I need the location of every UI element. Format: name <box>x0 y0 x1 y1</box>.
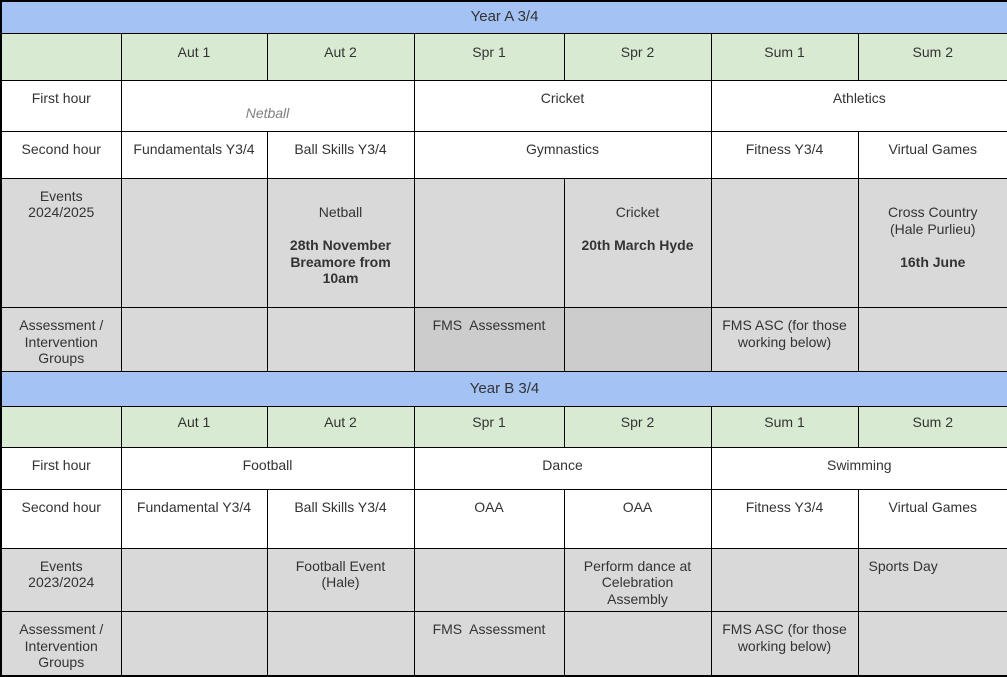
year-b-term-aut2: Aut 2 <box>266 405 415 448</box>
year-b-second-hour-label: Second hour <box>0 488 122 549</box>
year-a-term-row: Aut 1 Aut 2 Spr 1 Spr 2 Sum 1 Sum 2 <box>0 32 1007 81</box>
year-a-events-row: Events 2024/2025 Netball 28th November B… <box>0 177 1007 309</box>
year-a-events-spr2-cell: Cricket 20th March Hyde <box>563 177 712 309</box>
year-b-assessment-label: Assessment / Intervention Groups <box>0 611 122 677</box>
year-b-assessment-spr1-cell: FMS Assessment <box>413 611 565 677</box>
year-b-assessment-sum1-cell: FMS ASC (for those working below) <box>710 611 859 677</box>
year-b-term-sum1: Sum 1 <box>710 405 859 448</box>
year-a-second-hour-sum2-cell: Virtual Games <box>857 130 1007 179</box>
year-a-assessment-row: Assessment / Intervention Groups FMS Ass… <box>0 307 1007 372</box>
year-a-first-hour-summer-cell: Athletics <box>710 79 1007 132</box>
year-a-second-hour-aut1-cell: Fundamentals Y3/4 <box>120 130 268 179</box>
year-a-first-hour-spring-cell: Cricket <box>413 79 712 132</box>
year-b-assessment-row: Assessment / Intervention Groups FMS Ass… <box>0 611 1007 677</box>
year-b-second-hour-sum1-cell: Fitness Y3/4 <box>710 488 859 549</box>
year-a-first-hour-row: First hour Netball Cricket Athletics <box>0 79 1007 132</box>
year-b-title: Year B 3/4 <box>0 370 1007 407</box>
year-b-first-hour-spring-cell: Dance <box>413 446 712 490</box>
year-a-term-corner-cell <box>0 32 122 81</box>
year-b-events-sum2-cell: Sports Day <box>857 547 1007 613</box>
year-a-second-hour-aut2-cell: Ball Skills Y3/4 <box>266 130 415 179</box>
year-b-term-corner-cell <box>0 405 122 448</box>
year-a-term-sum1: Sum 1 <box>710 32 859 81</box>
year-a-assessment-label: Assessment / Intervention Groups <box>0 307 122 372</box>
event-title-line: Cross Country (Hale Purlieu) <box>888 204 978 237</box>
year-a-title: Year A 3/4 <box>0 0 1007 34</box>
year-a-assessment-aut1-cell <box>120 307 268 372</box>
year-b-events-label: Events 2023/2024 <box>0 547 122 613</box>
event-title-line: Netball <box>318 204 363 221</box>
year-b-events-row: Events 2023/2024 Football Event (Hale) P… <box>0 547 1007 613</box>
year-b-term-sum2: Sum 2 <box>857 405 1007 448</box>
year-a-term-aut1: Aut 1 <box>120 32 268 81</box>
year-b-events-spr1-cell <box>413 547 565 613</box>
year-b-assessment-sum2-cell <box>857 611 1007 677</box>
year-a-events-sum2-cell: Cross Country (Hale Purlieu) 16th June <box>857 177 1007 309</box>
year-a-title-row: Year A 3/4 <box>0 0 1007 34</box>
year-a-second-hour-row: Second hour Fundamentals Y3/4 Ball Skill… <box>0 130 1007 179</box>
year-b-assessment-aut2-cell <box>266 611 415 677</box>
year-a-assessment-aut2-cell <box>266 307 415 372</box>
year-b-events-spr2-cell: Perform dance at Celebration Assembly <box>563 547 712 613</box>
year-a-second-hour-sum1-cell: Fitness Y3/4 <box>710 130 859 179</box>
year-a-term-aut2: Aut 2 <box>266 32 415 81</box>
year-b-assessment-spr2-cell <box>563 611 712 677</box>
year-a-assessment-spr2-cell <box>563 307 712 372</box>
year-b-first-hour-row: First hour Football Dance Swimming <box>0 446 1007 490</box>
year-a-term-sum2: Sum 2 <box>857 32 1007 81</box>
year-a-assessment-sum2-cell <box>857 307 1007 372</box>
year-b-events-sum1-cell <box>710 547 859 613</box>
year-a-events-spr1-cell <box>413 177 565 309</box>
year-b-events-aut2-cell: Football Event (Hale) <box>266 547 415 613</box>
year-a-assessment-spr1-cell: FMS Assessment <box>413 307 565 372</box>
year-b-term-spr1: Spr 1 <box>413 405 565 448</box>
year-b-second-hour-sum2-cell: Virtual Games <box>857 488 1007 549</box>
year-b-assessment-aut1-cell <box>120 611 268 677</box>
year-a-events-aut2-cell: Netball 28th November Breamore from 10am <box>266 177 415 309</box>
year-b-term-spr2: Spr 2 <box>563 405 712 448</box>
year-b-second-hour-aut2-cell: Ball Skills Y3/4 <box>266 488 415 549</box>
year-a-term-spr1: Spr 1 <box>413 32 565 81</box>
year-a-second-hour-label: Second hour <box>0 130 122 179</box>
year-b-term-row: Aut 1 Aut 2 Spr 1 Spr 2 Sum 1 Sum 2 <box>0 405 1007 448</box>
year-b-term-aut1: Aut 1 <box>120 405 268 448</box>
year-b-title-row: Year B 3/4 <box>0 370 1007 407</box>
year-b-second-hour-aut1-cell: Fundamental Y3/4 <box>120 488 268 549</box>
year-a-term-spr2: Spr 2 <box>563 32 712 81</box>
year-b-first-hour-label: First hour <box>0 446 122 490</box>
event-title-line: Cricket <box>615 204 660 221</box>
year-b-second-hour-spr1-cell: OAA <box>413 488 565 549</box>
year-a-second-hour-spring-cell: Gymnastics <box>413 130 712 179</box>
year-a-first-hour-autumn-cell: Netball <box>120 79 415 132</box>
event-detail-line: 20th March Hyde <box>581 237 694 254</box>
event-detail-line: 16th June <box>900 253 966 270</box>
year-b-second-hour-spr2-cell: OAA <box>563 488 712 549</box>
year-b-events-aut1-cell <box>120 547 268 613</box>
year-b-second-hour-row: Second hour Fundamental Y3/4 Ball Skills… <box>0 488 1007 549</box>
year-a-events-sum1-cell <box>710 177 859 309</box>
year-a-events-aut1-cell <box>120 177 268 309</box>
year-a-events-label: Events 2024/2025 <box>0 177 122 309</box>
year-b-first-hour-autumn-cell: Football <box>120 446 415 490</box>
event-detail-line: 28th November Breamore from 10am <box>289 237 392 287</box>
year-b-first-hour-summer-cell: Swimming <box>710 446 1007 490</box>
year-a-first-hour-label: First hour <box>0 79 122 132</box>
year-a-assessment-sum1-cell: FMS ASC (for those working below) <box>710 307 859 372</box>
